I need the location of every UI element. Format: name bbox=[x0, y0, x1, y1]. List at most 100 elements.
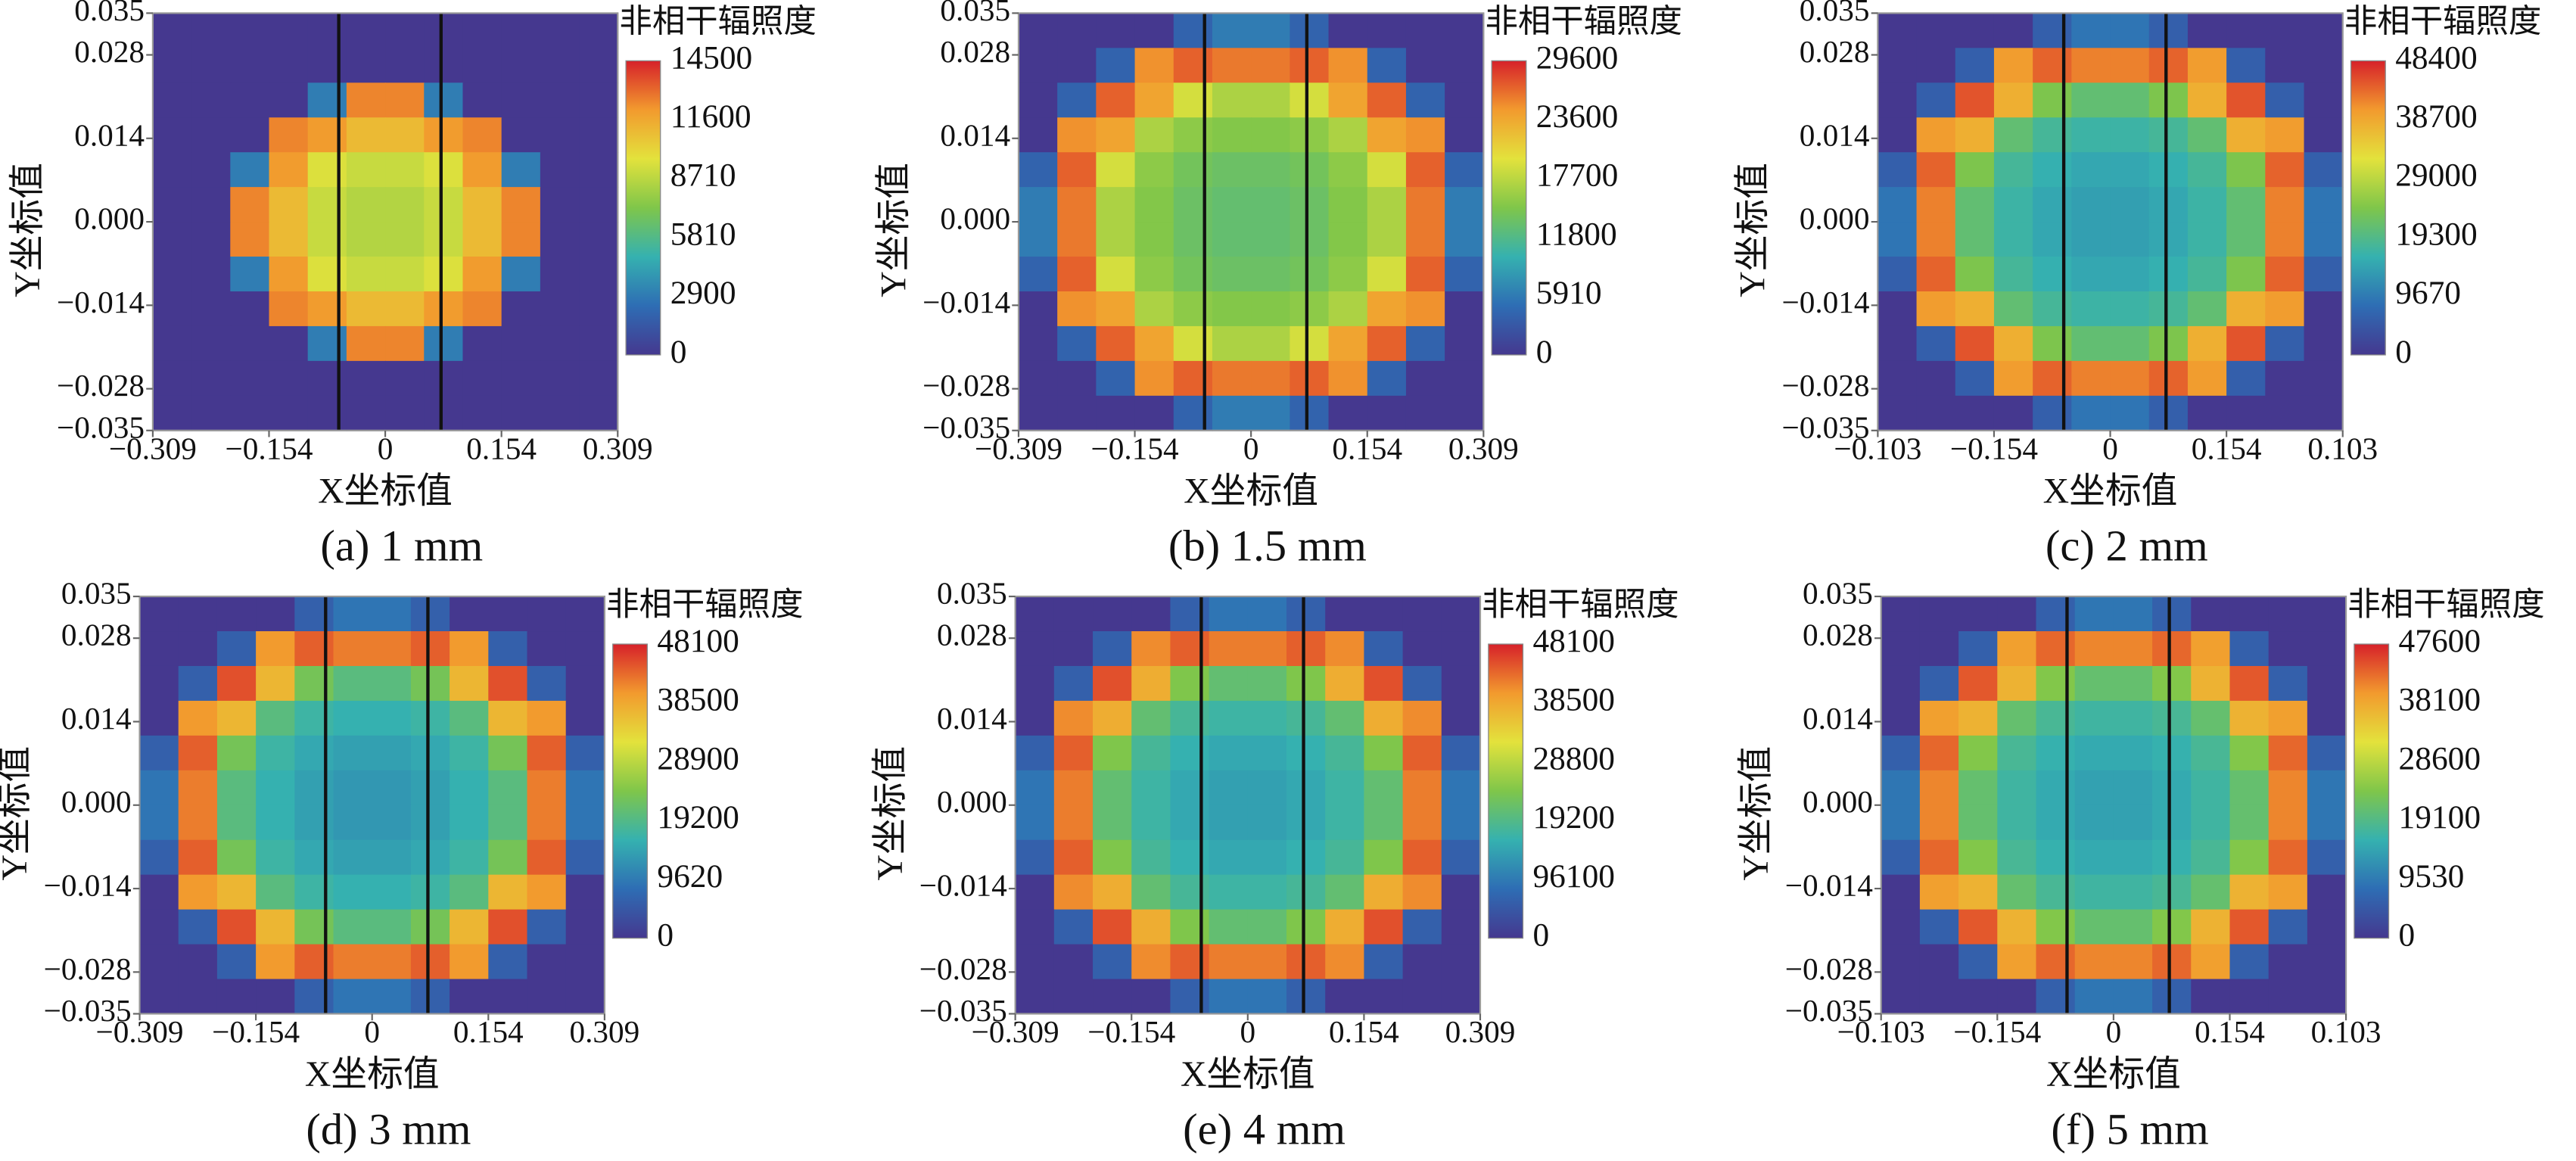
heatmap-cell bbox=[1916, 395, 1956, 431]
heatmap-cell bbox=[1955, 152, 1995, 188]
heatmap-cell bbox=[2191, 700, 2231, 736]
heatmap-cell bbox=[230, 222, 270, 257]
heatmap-cell bbox=[1881, 770, 1921, 806]
heatmap-cell bbox=[152, 48, 192, 84]
heatmap-cell bbox=[385, 360, 425, 397]
heatmap-cell bbox=[191, 152, 232, 188]
heatmap-cell bbox=[1093, 944, 1133, 980]
colorbar-tick-label: 38500 bbox=[657, 682, 739, 718]
heatmap-cell bbox=[294, 944, 334, 980]
heatmap-cell bbox=[2113, 631, 2153, 667]
heatmap-cell bbox=[256, 665, 296, 702]
heatmap-cell bbox=[1405, 395, 1446, 431]
heatmap-cell bbox=[1134, 325, 1174, 362]
heatmap-cell bbox=[1916, 325, 1956, 362]
heatmap-cell bbox=[1131, 979, 1171, 1015]
heatmap-cell bbox=[527, 839, 567, 876]
panel: −0.035 −0.028 −0.014 0.000 0.014 0.028 0.035 −0… bbox=[870, 576, 1679, 1154]
heatmap-cell bbox=[565, 700, 605, 736]
heatmap-cell bbox=[2229, 700, 2270, 736]
heatmap-cell bbox=[307, 48, 347, 84]
heatmap-cell bbox=[2187, 82, 2228, 119]
heatmap-cell bbox=[462, 222, 502, 257]
heatmap-cell bbox=[333, 909, 373, 945]
heatmap-cell bbox=[2226, 117, 2266, 154]
heatmap-cell bbox=[501, 152, 541, 188]
heatmap-cell bbox=[2071, 82, 2111, 119]
heatmap-cell bbox=[372, 805, 412, 841]
heatmap-cell bbox=[1402, 665, 1442, 702]
heatmap-cell bbox=[579, 257, 619, 292]
heatmap-cell bbox=[1096, 13, 1136, 49]
heatmap-cell bbox=[2304, 257, 2344, 292]
colorbar-tick-label: 19100 bbox=[2399, 799, 2481, 836]
heatmap-cell bbox=[2074, 770, 2114, 806]
panel-title: (f) 5 mm bbox=[2051, 1104, 2208, 1153]
heatmap-cell bbox=[1878, 187, 1918, 223]
heatmap-cell bbox=[1093, 979, 1133, 1015]
y-tick-label: 0.035 bbox=[937, 576, 1007, 611]
heatmap-cell bbox=[1993, 13, 2034, 49]
heatmap-cell bbox=[1209, 596, 1249, 632]
heatmap-cell bbox=[1015, 631, 1055, 667]
heatmap-cell bbox=[424, 117, 464, 154]
heatmap-cell bbox=[1247, 770, 1287, 806]
heatmap-cell bbox=[1251, 13, 1291, 49]
heatmap-cell bbox=[540, 395, 580, 431]
heatmap-cell bbox=[269, 187, 309, 223]
heatmap-cell bbox=[424, 360, 464, 397]
y-tick-label: 0.000 bbox=[61, 784, 132, 819]
heatmap-cell bbox=[2191, 596, 2231, 632]
heatmap-cell bbox=[2148, 395, 2189, 431]
heatmap-cell bbox=[1209, 979, 1249, 1015]
heatmap-cell bbox=[1134, 257, 1174, 292]
heatmap-cell bbox=[2229, 665, 2270, 702]
heatmap-cell bbox=[1093, 874, 1133, 910]
x-tick-label: 0.103 bbox=[2307, 431, 2378, 465]
heatmap-cell bbox=[2229, 735, 2270, 771]
heatmap-cell bbox=[1173, 117, 1213, 154]
heatmap-cell bbox=[2187, 325, 2228, 362]
heatmap-cell bbox=[1993, 325, 2034, 362]
heatmap-cell bbox=[1402, 839, 1442, 876]
heatmap-cell bbox=[2036, 596, 2076, 632]
heatmap-cell bbox=[1286, 874, 1327, 910]
colorbar-tick-label: 48100 bbox=[657, 623, 739, 659]
heatmap-cell bbox=[2226, 187, 2266, 223]
heatmap-cell bbox=[1919, 979, 1959, 1015]
colorbar-tick-label: 9670 bbox=[2395, 275, 2461, 311]
heatmap-cell bbox=[307, 291, 347, 327]
heatmap-cell bbox=[410, 770, 450, 806]
heatmap-cell bbox=[1018, 13, 1059, 49]
heatmap-cell bbox=[540, 360, 580, 397]
heatmap-cell bbox=[1093, 700, 1133, 736]
heatmap-cell bbox=[1018, 360, 1059, 397]
heatmap-cell bbox=[501, 325, 541, 362]
heatmap-cell bbox=[2191, 909, 2231, 945]
heatmap-cell bbox=[1131, 805, 1171, 841]
heatmap-cell bbox=[1209, 839, 1249, 876]
heatmap-cell bbox=[191, 13, 232, 49]
panel-title: (a) 1 mm bbox=[320, 521, 483, 571]
heatmap-cell bbox=[2036, 770, 2076, 806]
heatmap-cell bbox=[1997, 839, 2037, 876]
heatmap-cell bbox=[579, 360, 619, 397]
heatmap-cell bbox=[1955, 117, 1995, 154]
x-axis-label: X坐标值 bbox=[1181, 1054, 1315, 1094]
heatmap-cell bbox=[2113, 805, 2153, 841]
heatmap-cell bbox=[450, 805, 490, 841]
heatmap-cell bbox=[1916, 222, 1956, 257]
heatmap-cell bbox=[2152, 979, 2192, 1015]
heatmap-cell bbox=[2268, 665, 2308, 702]
heatmap-cell bbox=[256, 631, 296, 667]
heatmap-cell bbox=[2113, 944, 2153, 980]
heatmap-cell bbox=[1131, 700, 1171, 736]
heatmap-cell bbox=[1093, 839, 1133, 876]
heatmap-cell bbox=[2229, 909, 2270, 945]
heatmap-cell bbox=[2307, 944, 2347, 980]
heatmap-cell bbox=[1173, 187, 1213, 223]
heatmap-cell bbox=[1881, 596, 1921, 632]
heatmap-cell bbox=[2152, 700, 2192, 736]
heatmap-cell bbox=[1173, 360, 1213, 397]
heatmap-cell bbox=[1997, 944, 2037, 980]
